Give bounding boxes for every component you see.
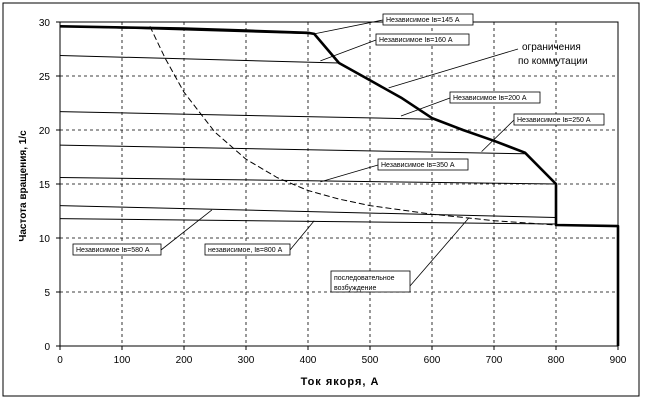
series-line-9 [149, 26, 557, 226]
annotations: Независимое Iв=145 А Независимое Iв=160 А… [72, 13, 605, 293]
y-tick-label: 0 [44, 342, 50, 353]
leader-line-seq_line1 [409, 217, 470, 287]
series-line-2 [59, 55, 340, 64]
x-tick-label: 700 [486, 355, 503, 366]
series-line-3 [59, 111, 433, 120]
y-tick-label: 10 [39, 234, 51, 245]
label-box-iv160 [375, 33, 470, 46]
label-iv145: Независимое Iв=145 А [386, 17, 460, 24]
series-line-5 [59, 177, 557, 185]
series-line-7 [59, 218, 557, 225]
label-box-iv200 [449, 91, 541, 104]
label-iv580: Независимое Iв=580 А [76, 247, 150, 254]
label-iv250: Независимое Iв=250 А [517, 117, 591, 124]
label-iv800: независимое, Iв=800 А [208, 247, 283, 254]
label-comm_line2: по коммутации [518, 56, 588, 67]
label-box-seq_line1 [330, 270, 411, 293]
series [59, 25, 620, 346]
label-box-iv580 [72, 243, 162, 256]
label-box-iv800 [204, 243, 291, 256]
x-tick-label: 300 [238, 355, 255, 366]
leader-line-iv250 [481, 119, 515, 152]
label-box-iv350 [377, 158, 469, 171]
y-tick-label: 30 [39, 18, 51, 29]
label-iv200: Независимое Iв=200 А [453, 95, 527, 102]
label-seq_line1: последовательное [334, 275, 395, 282]
axes: 0 100 200 300 400 500 600 700 800 900 0 5 10 15 20 25 30 [39, 18, 627, 366]
leader-line-iv580 [160, 209, 213, 251]
leader-line-iv145 [314, 19, 384, 35]
x-tick-label: 800 [548, 355, 565, 366]
leader-line-comm_line1 [388, 48, 519, 89]
x-tick-label: 500 [362, 355, 379, 366]
series-line-4 [59, 144, 526, 155]
x-tick-label: 100 [114, 355, 131, 366]
label-comm_line1: ограничения [522, 42, 581, 53]
x-tick-label: 600 [424, 355, 441, 366]
x-tick-label: 900 [610, 355, 627, 366]
y-tick-label: 20 [39, 126, 51, 137]
x-tick-label: 200 [176, 355, 193, 366]
x-tick-label: 0 [57, 355, 63, 366]
leader-line-iv800 [289, 220, 315, 251]
x-axis-label: Ток якоря, А [301, 376, 380, 388]
x-tick-label: 400 [300, 355, 317, 366]
y-tick-label: 25 [39, 72, 51, 83]
y-tick-label: 15 [39, 180, 51, 191]
leader-line-iv350 [320, 164, 379, 183]
label-seq_line2: возбуждение [334, 284, 376, 292]
series-line-8 [59, 25, 620, 346]
label-iv350: Независимое Iв=350 А [381, 162, 455, 169]
label-iv160: Независимое Iв=160 А [379, 37, 453, 44]
leader-line-iv160 [320, 39, 377, 62]
series-line-6 [59, 205, 557, 218]
leader-line-iv200 [400, 97, 451, 117]
label-box-iv145 [382, 13, 474, 26]
label-box-iv250 [513, 113, 605, 126]
y-axis-label: Частота вращения, 1/с [18, 130, 29, 242]
y-tick-label: 5 [44, 288, 50, 299]
